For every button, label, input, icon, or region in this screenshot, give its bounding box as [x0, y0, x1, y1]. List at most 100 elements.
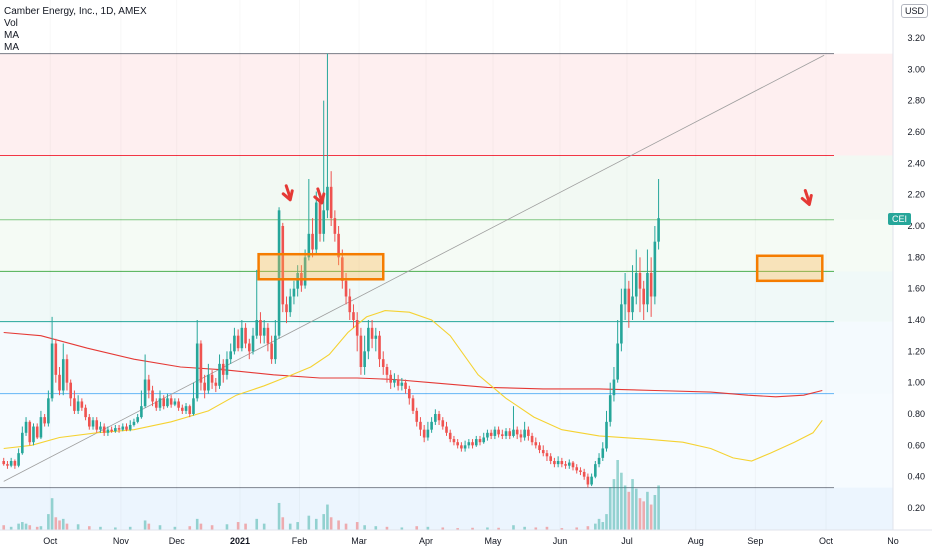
volume-bar	[195, 518, 199, 530]
candle	[28, 420, 32, 446]
candle-body	[489, 432, 493, 436]
time-tick-label: Dec	[169, 536, 186, 546]
candle-body	[121, 426, 125, 430]
candle	[407, 385, 411, 405]
candle	[590, 473, 593, 487]
time-tick-label: No	[887, 536, 899, 546]
candle	[177, 398, 180, 411]
candle	[21, 426, 24, 455]
candle-body	[281, 226, 285, 305]
candle-body	[296, 273, 299, 289]
price-tick-label: 3.20	[907, 33, 925, 43]
candle	[162, 395, 166, 410]
candle	[419, 417, 422, 436]
volume-bar	[314, 518, 318, 530]
candle-body	[326, 186, 329, 211]
volume-bar	[58, 520, 61, 530]
indicator-vol[interactable]: Vol	[4, 18, 18, 29]
candle	[24, 417, 28, 436]
volume-bar	[114, 527, 117, 530]
candle	[623, 273, 627, 320]
candle	[9, 457, 13, 468]
candle	[556, 456, 560, 468]
candle-body	[76, 401, 80, 411]
candle-body	[493, 429, 497, 436]
candle-body	[84, 407, 87, 418]
candle	[482, 432, 486, 444]
currency-label[interactable]: USD	[900, 4, 928, 18]
candle-body	[218, 363, 221, 386]
candle-body	[270, 343, 273, 360]
time-tick-label: Apr	[419, 536, 433, 546]
candle	[430, 417, 433, 433]
candle-body	[65, 359, 69, 383]
candle-body	[538, 445, 541, 451]
candle-body	[404, 382, 407, 389]
candle	[154, 398, 158, 411]
symbol-title[interactable]: Camber Energy, Inc., 1D, AMEX	[4, 6, 147, 17]
price-tick-label: 2.20	[907, 190, 925, 200]
candle-body	[586, 476, 590, 485]
candle-body	[497, 429, 500, 435]
candle-body	[154, 401, 158, 408]
indicator-ma-slow[interactable]: MA	[4, 42, 19, 53]
candle-body	[456, 442, 459, 446]
candle	[538, 442, 541, 454]
candle	[579, 467, 582, 476]
volume-bar	[17, 523, 20, 530]
volume-bar	[575, 527, 579, 530]
candle	[314, 191, 318, 255]
candle-body	[370, 327, 374, 339]
candle-body	[207, 374, 210, 391]
candle-body	[288, 296, 292, 313]
candle	[512, 406, 515, 438]
candle	[136, 414, 139, 424]
volume-bar	[634, 488, 638, 530]
candle	[620, 288, 623, 352]
candle	[653, 226, 657, 305]
candle-body	[623, 288, 627, 305]
candle-body	[274, 335, 277, 360]
candle	[281, 222, 285, 313]
down-arrow-icon	[313, 187, 326, 205]
volume-bar	[627, 491, 631, 530]
candle-body	[426, 429, 430, 438]
volume-bar	[657, 485, 660, 530]
candle-body	[132, 421, 136, 425]
candle-body	[169, 398, 173, 405]
candle-body	[605, 421, 608, 449]
volume-bar	[642, 501, 646, 530]
time-tick-label: Jul	[621, 536, 633, 546]
volume-bar	[158, 525, 162, 530]
candle-body	[378, 335, 381, 360]
candle-body	[147, 379, 151, 391]
candle	[39, 410, 43, 440]
indicator-ma-fast[interactable]: MA	[4, 30, 19, 41]
candle	[634, 249, 638, 305]
candle	[326, 53, 329, 219]
volume-bar	[415, 526, 419, 530]
candle-body	[140, 406, 143, 418]
price-tick-label: 1.60	[907, 284, 925, 294]
candle-body	[560, 461, 564, 465]
candle-body	[519, 434, 523, 438]
candle-body	[69, 382, 72, 399]
volume-bar	[322, 514, 326, 530]
volume-bar	[612, 479, 616, 530]
candle	[221, 359, 225, 383]
time-tick-label: May	[485, 536, 503, 546]
candle	[642, 280, 646, 320]
volume-bar	[277, 502, 281, 530]
candle	[259, 312, 262, 344]
candle	[76, 395, 80, 414]
volume-bar	[128, 526, 132, 530]
candle	[404, 379, 407, 394]
candle-body	[653, 241, 657, 297]
last-price-tag: CEI	[888, 213, 912, 225]
highlight-boxes	[257, 252, 824, 283]
fib-band	[0, 155, 893, 220]
candle	[61, 343, 65, 396]
candle	[240, 320, 244, 352]
candle-body	[452, 439, 456, 443]
